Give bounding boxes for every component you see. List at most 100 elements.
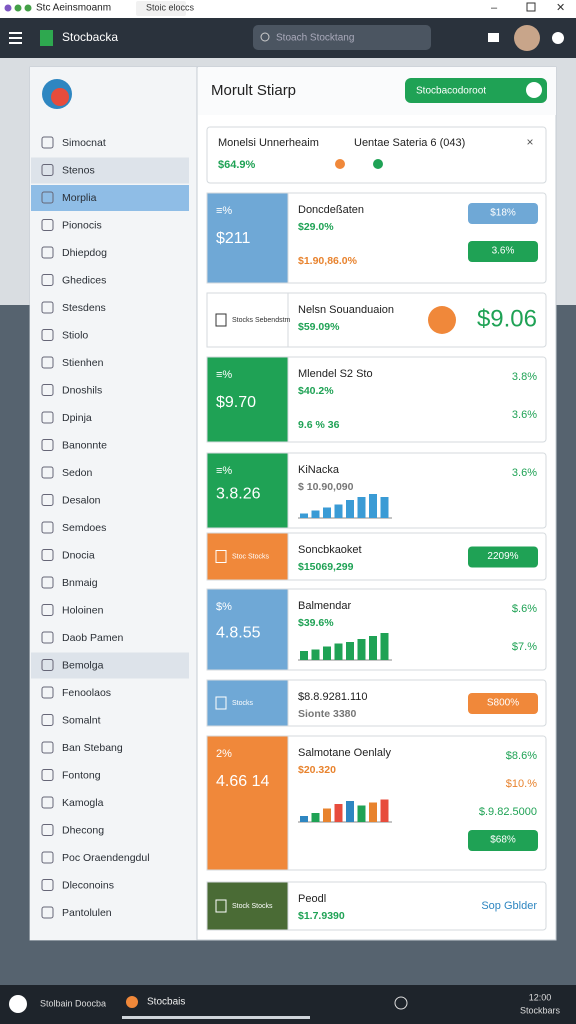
pill[interactable] bbox=[468, 546, 538, 568]
sidebar-item[interactable]: Holoinen bbox=[62, 604, 104, 616]
card-accent bbox=[206, 679, 289, 727]
sidebar-item[interactable]: Fontong bbox=[62, 769, 101, 781]
sidebar-item[interactable]: Dnocia bbox=[62, 549, 95, 561]
sidebar-icon bbox=[41, 246, 54, 259]
sidebar-item[interactable]: Dhiepdog bbox=[62, 247, 107, 259]
sidebar-item[interactable]: Dnoshils bbox=[62, 384, 102, 396]
pill[interactable] bbox=[468, 830, 538, 851]
mini-bar bbox=[334, 804, 343, 822]
mini-bar bbox=[300, 513, 308, 518]
active-indicator bbox=[122, 1016, 310, 1019]
sidebar-item[interactable]: Ghedices bbox=[62, 274, 106, 286]
mini-bar bbox=[357, 497, 366, 518]
app-icon[interactable] bbox=[126, 996, 138, 1008]
sidebar-item[interactable]: Bnmaig bbox=[62, 577, 98, 589]
card-stat: $.9.82.5000 bbox=[479, 806, 537, 818]
sidebar-item[interactable]: Dhecong bbox=[62, 824, 104, 836]
search-icon[interactable] bbox=[394, 996, 408, 1010]
sidebar-item[interactable]: Banonnte bbox=[62, 439, 107, 451]
sidebar-icon bbox=[41, 356, 54, 369]
mini-bar bbox=[380, 633, 389, 660]
value-icon bbox=[428, 306, 456, 334]
sidebar-item[interactable]: Ban Stebang bbox=[62, 742, 123, 754]
sidebar-item[interactable]: Simocnat bbox=[62, 137, 106, 149]
pill-label[interactable]: 2209% bbox=[487, 551, 518, 562]
start-button[interactable] bbox=[9, 995, 27, 1013]
sidebar-item[interactable]: Poc Oraendengdul bbox=[62, 852, 150, 864]
card-title: Salmotane Oenlaly bbox=[298, 747, 391, 759]
card-line: $39.6% bbox=[298, 617, 334, 629]
card-line: $59.09% bbox=[298, 321, 340, 333]
sidebar-item[interactable]: Semdoes bbox=[62, 522, 106, 534]
sidebar-item[interactable]: Daob Pamen bbox=[62, 632, 123, 644]
pill[interactable] bbox=[468, 203, 538, 224]
card-accent bbox=[206, 356, 289, 443]
panel-button[interactable] bbox=[405, 78, 547, 103]
sidebar-item[interactable]: Fenoolaos bbox=[62, 687, 111, 699]
mini-bar bbox=[346, 642, 354, 660]
brand-logo-inner bbox=[51, 88, 69, 106]
sidebar-item[interactable]: Morplia bbox=[62, 192, 97, 204]
sidebar-item[interactable]: Stenos bbox=[62, 164, 95, 176]
sidebar-item[interactable]: Stienhen bbox=[62, 357, 104, 369]
mini-bar bbox=[300, 651, 308, 660]
card-stat: $.6% bbox=[512, 603, 537, 615]
card-accent bbox=[206, 292, 289, 348]
panel-button-label[interactable]: Stocbacodoroot bbox=[416, 86, 486, 97]
button-icon[interactable] bbox=[526, 82, 542, 98]
search-box[interactable] bbox=[253, 25, 431, 50]
sidebar-item[interactable]: Somalnt bbox=[62, 714, 101, 726]
card-stat: 3.6% bbox=[512, 467, 537, 479]
mini-bar bbox=[380, 497, 389, 518]
tab[interactable] bbox=[136, 1, 186, 16]
avatar[interactable] bbox=[514, 25, 540, 51]
home-icon[interactable] bbox=[488, 33, 499, 42]
sidebar-item[interactable]: Pantolulen bbox=[62, 907, 112, 919]
card-line: $1.90,86.0% bbox=[298, 255, 358, 267]
sidebar-item[interactable]: Sedon bbox=[62, 467, 93, 479]
sidebar-item[interactable]: Kamogla bbox=[62, 797, 104, 809]
taskbar-app[interactable]: Stocbais bbox=[147, 997, 185, 1008]
sidebar-icon bbox=[41, 466, 54, 479]
card-stat: 3.6% bbox=[512, 409, 537, 421]
notice-close[interactable]: × bbox=[526, 135, 533, 149]
search-placeholder[interactable]: Stoach Stocktang bbox=[276, 33, 354, 44]
sidebar-item[interactable]: Stesdens bbox=[62, 302, 106, 314]
sidebar-icon bbox=[41, 274, 54, 286]
close[interactable]: ✕ bbox=[556, 2, 565, 14]
sidebar-item[interactable]: Stiolo bbox=[62, 329, 88, 341]
pill[interactable] bbox=[468, 693, 538, 714]
card-accent bbox=[206, 532, 289, 581]
dot bbox=[24, 4, 32, 12]
clock: 12:00 bbox=[529, 992, 552, 1002]
tab-label[interactable]: Stoic eloccs bbox=[146, 2, 195, 12]
mini-bar bbox=[311, 813, 320, 822]
pill-label[interactable]: 3.6% bbox=[492, 246, 515, 257]
card-title: Doncdeßaten bbox=[298, 204, 364, 216]
pill[interactable] bbox=[468, 241, 538, 262]
sidebar-item[interactable]: Desalon bbox=[62, 494, 101, 506]
card-accent bbox=[206, 735, 289, 871]
card-accent bbox=[206, 881, 289, 931]
pill-label[interactable]: $18% bbox=[490, 208, 516, 219]
minimize[interactable]: – bbox=[491, 2, 498, 14]
sidebar-icon bbox=[41, 741, 54, 754]
dot bbox=[14, 4, 22, 12]
card-title: Peodl bbox=[298, 893, 326, 905]
sidebar-icon bbox=[41, 219, 54, 231]
card-left-label: ≡% bbox=[216, 369, 232, 381]
maximize[interactable] bbox=[526, 2, 536, 12]
sidebar-item[interactable]: Pionocis bbox=[62, 219, 102, 231]
sidebar-item[interactable]: Dleconoins bbox=[62, 879, 114, 891]
menu-icon[interactable] bbox=[9, 32, 22, 44]
pill-label[interactable]: $68% bbox=[490, 835, 516, 846]
pill-label[interactable]: S800% bbox=[487, 698, 519, 709]
card-line: $1.7.9390 bbox=[298, 910, 345, 922]
sidebar-icon bbox=[41, 576, 54, 589]
sidebar-item[interactable]: Dpinja bbox=[62, 412, 92, 424]
sidebar-icon bbox=[41, 686, 54, 699]
sidebar-item[interactable]: Bemolga bbox=[62, 659, 104, 671]
mini-bar bbox=[380, 799, 389, 822]
